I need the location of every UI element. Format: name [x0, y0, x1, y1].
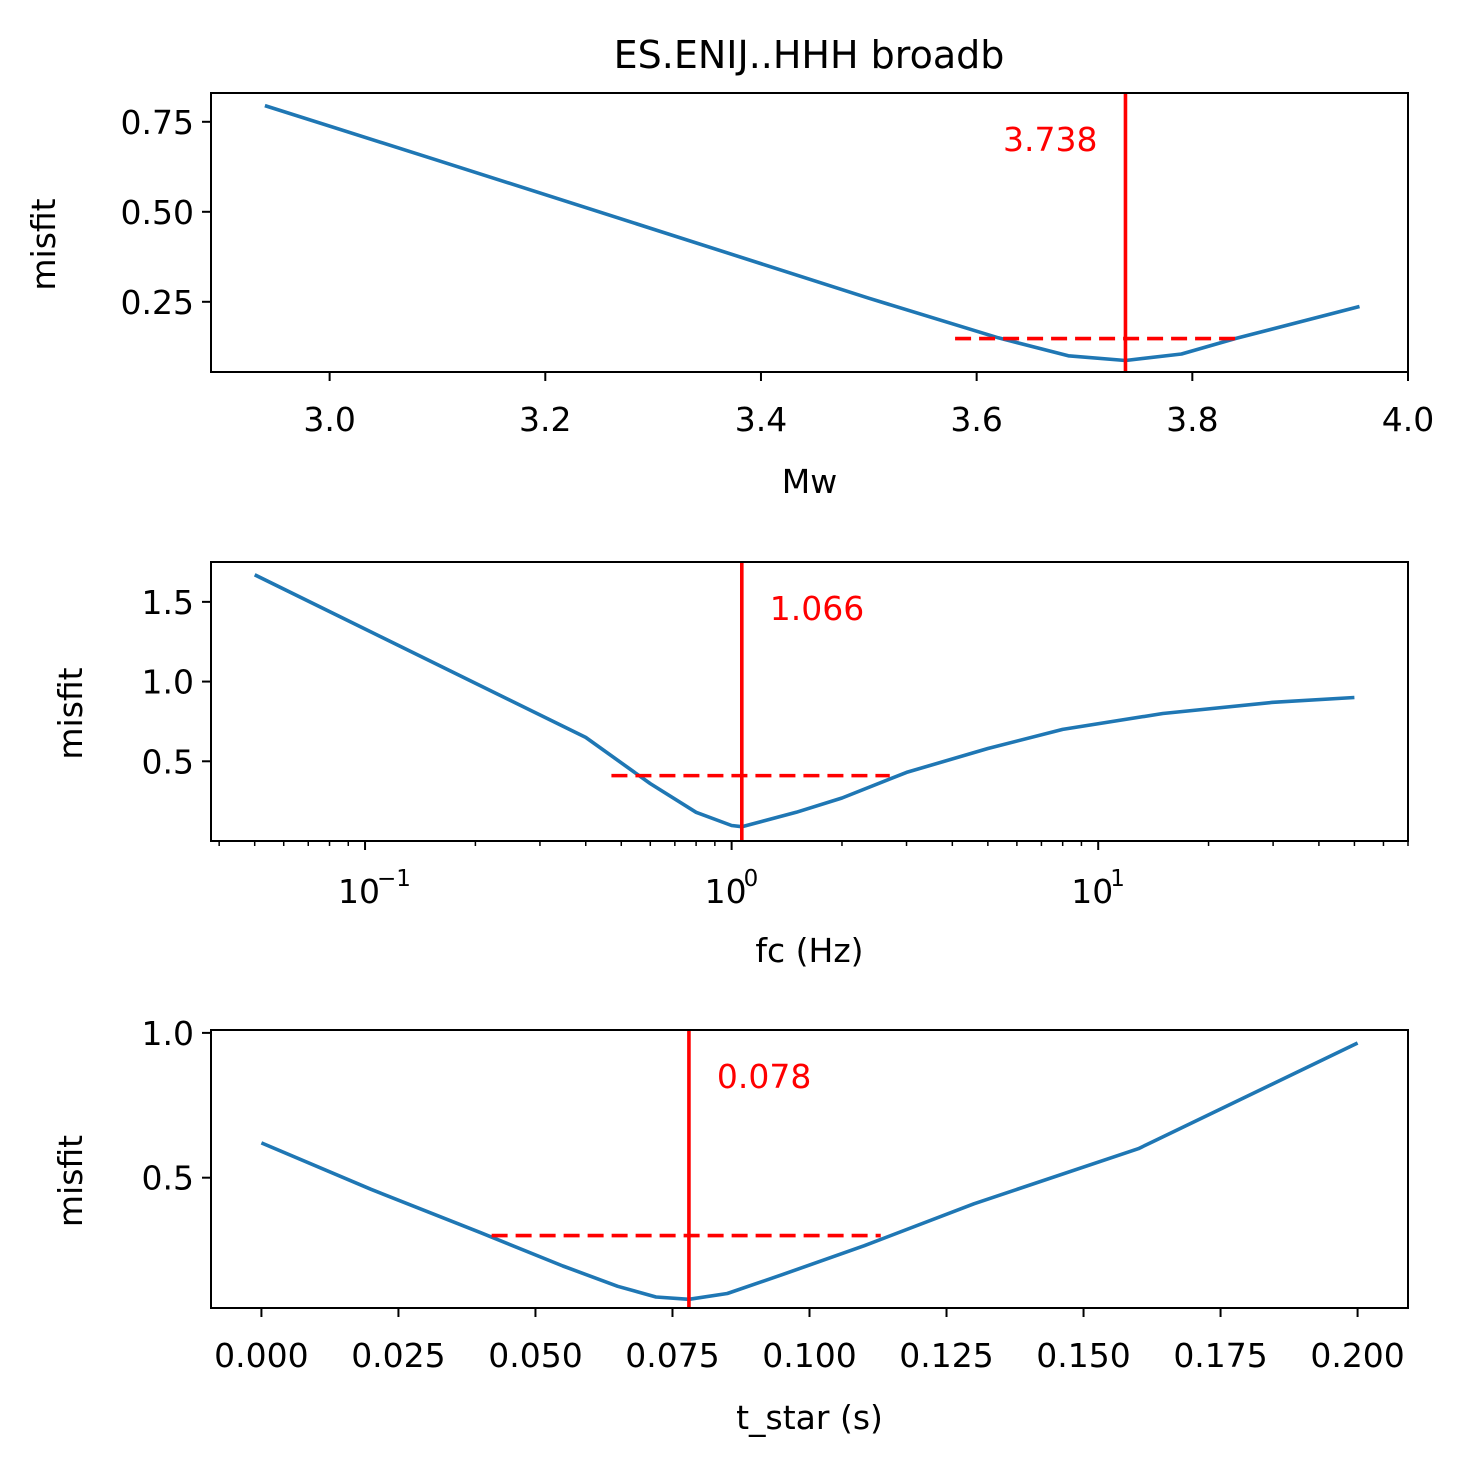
x-tick-label: 10	[338, 872, 380, 911]
x-tick-label: 3.8	[1166, 400, 1218, 439]
x-tick-label: 4.0	[1382, 400, 1434, 439]
misfit-curve	[264, 103, 1360, 363]
x-axis-label: Mw	[782, 462, 837, 501]
x-tick-exponent: −1	[377, 866, 411, 892]
y-tick-label: 1.5	[142, 583, 194, 622]
x-tick-label: 0.075	[625, 1336, 719, 1375]
y-tick-label: 1.0	[142, 1014, 194, 1053]
best-value-label: 1.066	[770, 589, 864, 628]
x-tick-label: 0.200	[1310, 1336, 1404, 1375]
x-tick-label: 0.025	[351, 1336, 445, 1375]
x-axis-label: fc (Hz)	[755, 931, 863, 970]
figure-title: ES.ENIJ..HHH broadb	[614, 33, 1005, 77]
misfit-curve	[253, 573, 1355, 829]
x-tick-label: 3.4	[735, 400, 787, 439]
y-tick-label: 0.5	[142, 1159, 194, 1198]
y-axis-label: misfit	[51, 1135, 90, 1227]
x-axis-label: t_star (s)	[736, 1398, 883, 1437]
x-tick-label: 0.150	[1036, 1336, 1130, 1375]
x-tick-label: 0.100	[762, 1336, 856, 1375]
best-value-label: 0.078	[717, 1057, 811, 1096]
x-tick-label: 0.125	[899, 1336, 993, 1375]
x-tick-label: 3.6	[950, 400, 1002, 439]
x-tick-label: 3.0	[303, 400, 355, 439]
panel-mw: 3.738 3.0 3.2 3.4 3.6 3.8 4.0 0.25 0.50 0.75 Mw mis…	[24, 92, 1434, 501]
axes-frame	[210, 92, 1409, 373]
y-tick-label: 0.75	[121, 103, 194, 142]
x-tick-exponent: 1	[1110, 866, 1125, 892]
x-tick-label: 3.2	[519, 400, 571, 439]
y-axis-label: misfit	[51, 667, 90, 759]
y-tick-label: 0.5	[142, 742, 194, 781]
panel-tstar: 0.078 0.000 0.025 0.050 0.075 0.100 0.125 0.150…	[51, 1014, 1409, 1437]
x-tick-label: 10	[705, 872, 747, 911]
x-tick-label: 10	[1071, 872, 1113, 911]
best-value-label: 3.738	[1003, 120, 1097, 159]
y-axis-label: misfit	[24, 198, 63, 290]
axes-frame	[210, 561, 1409, 842]
x-tick-exponent: 0	[744, 866, 759, 892]
y-tick-label: 1.0	[142, 663, 194, 702]
x-tick-label: 0.000	[214, 1336, 308, 1375]
y-tick-label: 0.25	[121, 283, 194, 322]
y-tick-label: 0.50	[121, 193, 194, 232]
x-tick-label: 0.050	[488, 1336, 582, 1375]
x-tick-label: 0.175	[1173, 1336, 1267, 1375]
